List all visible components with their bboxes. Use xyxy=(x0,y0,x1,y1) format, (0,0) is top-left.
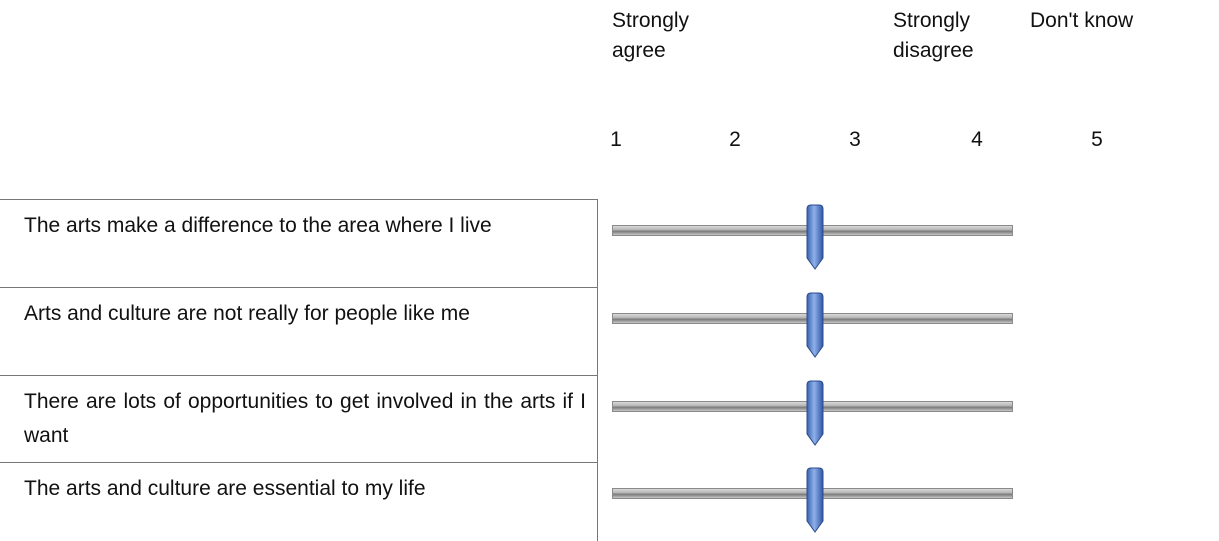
slider-thumb[interactable] xyxy=(805,204,825,270)
column-label: Strongly agree xyxy=(612,9,690,62)
statement: Arts and culture are not really for peop… xyxy=(24,302,470,325)
thumb-shape xyxy=(806,467,824,533)
statement: There are lots of opportunities to get i… xyxy=(24,390,586,447)
slider-thumb[interactable] xyxy=(805,292,825,358)
scale-number: 3 xyxy=(849,128,861,151)
row-border xyxy=(0,375,597,376)
statement: The arts make a difference to the area w… xyxy=(24,214,492,237)
column-label: Strongly disagree xyxy=(893,9,974,62)
thumb-shape xyxy=(806,380,824,446)
column-divider xyxy=(597,199,598,541)
row-border xyxy=(0,199,597,200)
row-border xyxy=(0,462,597,463)
column-label: Don't know xyxy=(1030,9,1134,32)
scale-number: 4 xyxy=(971,128,983,151)
scale-number: 5 xyxy=(1091,128,1103,151)
statement: The arts and culture are essential to my… xyxy=(24,477,426,500)
slider-thumb[interactable] xyxy=(805,467,825,533)
slider-thumb[interactable] xyxy=(805,380,825,446)
scale-number: 1 xyxy=(610,128,622,151)
scale-number: 2 xyxy=(729,128,741,151)
thumb-shape xyxy=(806,292,824,358)
row-border xyxy=(0,287,597,288)
thumb-shape xyxy=(806,204,824,270)
